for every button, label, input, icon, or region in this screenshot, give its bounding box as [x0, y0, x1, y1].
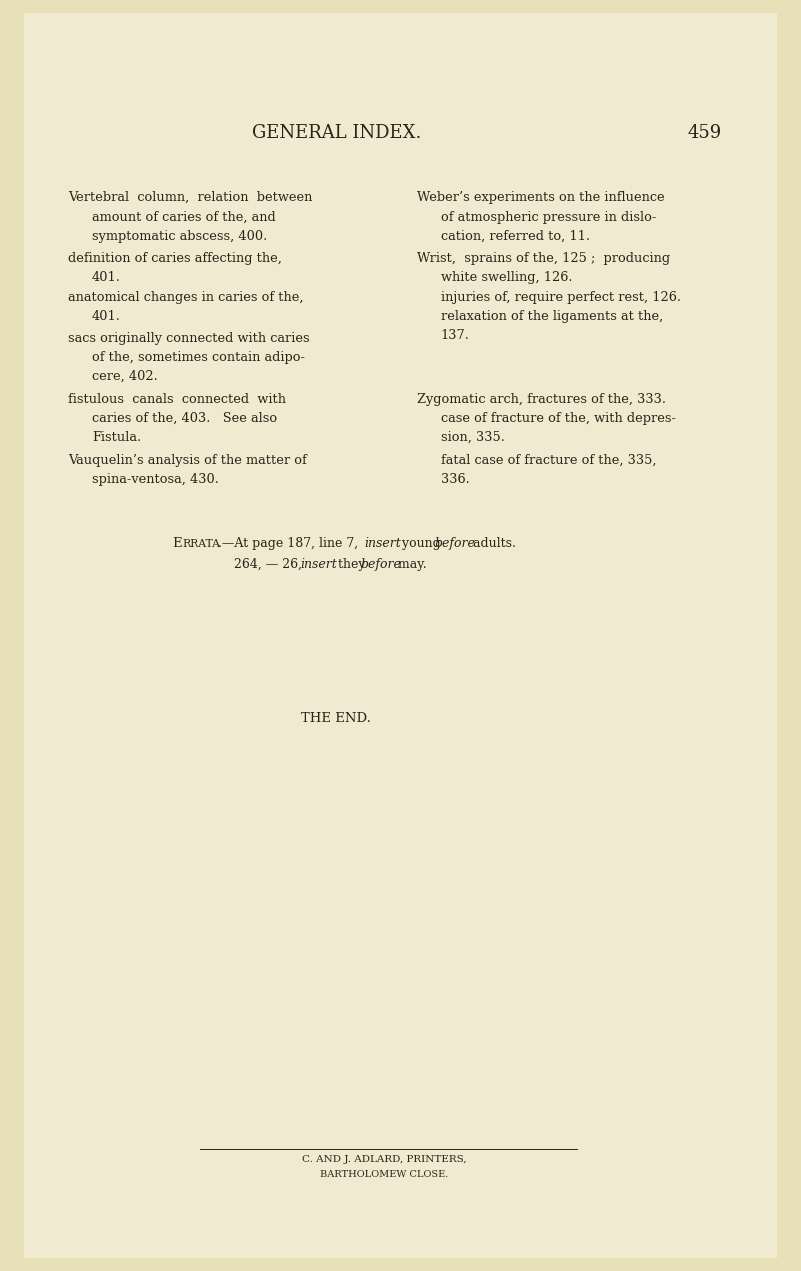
Text: Fistula.: Fistula.	[92, 431, 141, 444]
Text: injuries of, require perfect rest, 126.: injuries of, require perfect rest, 126.	[441, 291, 681, 304]
Text: .—At page 187, line 7,: .—At page 187, line 7,	[218, 538, 362, 550]
Text: amount of caries of the, and: amount of caries of the, and	[92, 211, 276, 224]
Text: caries of the, 403.   See also: caries of the, 403. See also	[92, 412, 277, 425]
Text: Weber’s experiments on the influence: Weber’s experiments on the influence	[417, 191, 664, 203]
Text: THE END.: THE END.	[301, 712, 372, 724]
Text: fistulous  canals  connected  with: fistulous canals connected with	[68, 393, 286, 405]
Text: 336.: 336.	[441, 473, 469, 486]
Text: definition of caries affecting the,: definition of caries affecting the,	[68, 252, 282, 264]
Text: sacs originally connected with caries: sacs originally connected with caries	[68, 332, 310, 344]
Text: anatomical changes in caries of the,: anatomical changes in caries of the,	[68, 291, 304, 304]
Text: of atmospheric pressure in dislo-: of atmospheric pressure in dislo-	[441, 211, 656, 224]
Text: Wrist,  sprains of the, 125 ;  producing: Wrist, sprains of the, 125 ; producing	[417, 252, 670, 264]
Text: 264, — 26,: 264, — 26,	[234, 558, 306, 571]
FancyBboxPatch shape	[24, 13, 777, 1258]
Text: cere, 402.: cere, 402.	[92, 370, 158, 383]
Text: Vauquelin’s analysis of the matter of: Vauquelin’s analysis of the matter of	[68, 454, 307, 466]
Text: sion, 335.: sion, 335.	[441, 431, 505, 444]
Text: before: before	[360, 558, 401, 571]
Text: spina-ventosa, 430.: spina-ventosa, 430.	[92, 473, 219, 486]
Text: case of fracture of the, with depres-: case of fracture of the, with depres-	[441, 412, 675, 425]
Text: they: they	[334, 558, 369, 571]
Text: 137.: 137.	[441, 329, 469, 342]
Text: RRATA: RRATA	[183, 539, 220, 549]
Text: Vertebral  column,  relation  between: Vertebral column, relation between	[68, 191, 312, 203]
Text: of the, sometimes contain adipo-: of the, sometimes contain adipo-	[92, 351, 305, 364]
Text: fatal case of fracture of the, 335,: fatal case of fracture of the, 335,	[441, 454, 656, 466]
Text: E: E	[172, 538, 182, 550]
Text: Zygomatic arch, fractures of the, 333.: Zygomatic arch, fractures of the, 333.	[417, 393, 666, 405]
Text: 401.: 401.	[92, 271, 121, 283]
Text: GENERAL INDEX.: GENERAL INDEX.	[252, 125, 421, 142]
Text: adults.: adults.	[469, 538, 516, 550]
Text: young: young	[398, 538, 445, 550]
Text: symptomatic abscess, 400.: symptomatic abscess, 400.	[92, 230, 268, 243]
Text: may.: may.	[394, 558, 427, 571]
Text: insert: insert	[364, 538, 401, 550]
Text: before: before	[435, 538, 476, 550]
Text: cation, referred to, 11.: cation, referred to, 11.	[441, 230, 590, 243]
Text: white swelling, 126.: white swelling, 126.	[441, 271, 572, 283]
Text: 459: 459	[688, 125, 722, 142]
Text: BARTHOLOMEW CLOSE.: BARTHOLOMEW CLOSE.	[320, 1169, 449, 1179]
Text: C. AND J. ADLARD, PRINTERS,: C. AND J. ADLARD, PRINTERS,	[302, 1154, 467, 1164]
Text: insert: insert	[300, 558, 337, 571]
Text: relaxation of the ligaments at the,: relaxation of the ligaments at the,	[441, 310, 662, 323]
Text: 401.: 401.	[92, 310, 121, 323]
